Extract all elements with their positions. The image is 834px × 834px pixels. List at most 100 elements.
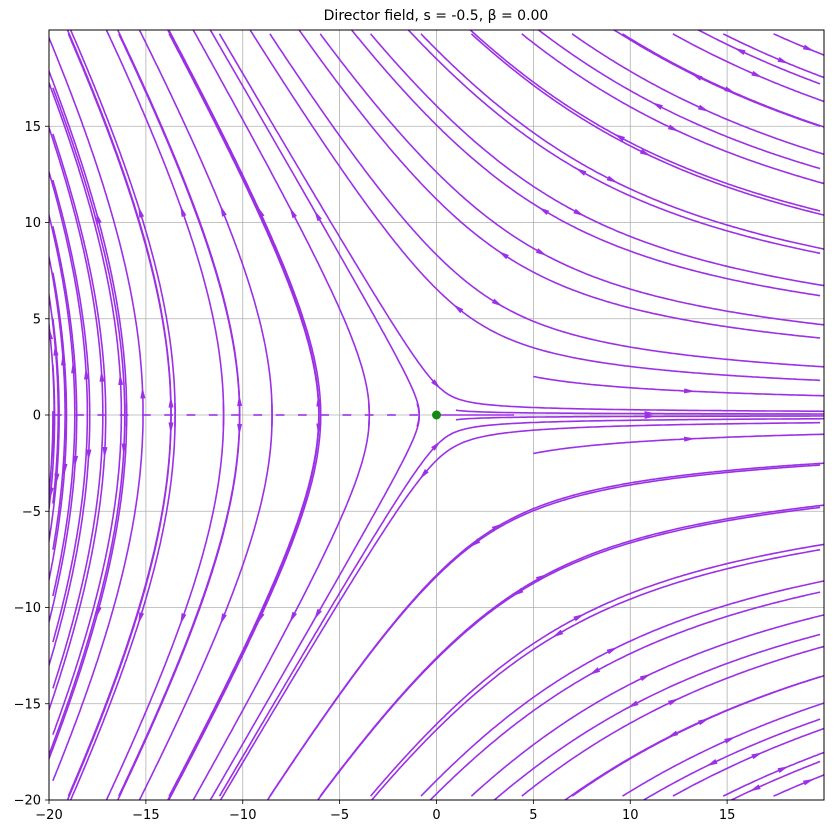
streamline-arrow: [257, 206, 265, 218]
y-tick-label: −15: [14, 697, 41, 712]
streamline-arrow: [512, 588, 524, 597]
streamline: [138, 403, 273, 800]
streamline-arrow: [606, 175, 618, 183]
streamline-arrow: [724, 736, 736, 744]
streamline: [192, 30, 371, 427]
streamline: [622, 33, 824, 128]
x-tick-label: 0: [432, 808, 440, 823]
y-tick-label: 5: [33, 312, 41, 327]
streamline-arrow: [535, 248, 547, 256]
streamline-arrow: [99, 370, 105, 382]
streamline: [533, 433, 824, 455]
streamline-arrow: [627, 700, 639, 708]
streamline-arrow: [431, 379, 441, 389]
x-tick-label: −5: [330, 808, 349, 823]
streamline-arrow: [575, 168, 587, 176]
streamline-arrow: [734, 48, 746, 55]
streamline-arrow: [180, 205, 187, 217]
streamline-arrow: [697, 718, 710, 726]
streamline-arrow: [749, 784, 761, 792]
streamline-arrow: [573, 208, 585, 217]
streamline-arrow: [802, 44, 815, 52]
streamline-arrow: [684, 388, 696, 394]
streamline-arrow: [84, 368, 89, 380]
streamline: [493, 633, 821, 800]
streamline-arrow: [639, 149, 651, 157]
y-tick-label: −20: [14, 794, 41, 809]
y-tick-label: 0: [33, 409, 41, 424]
streamline-arrow: [431, 441, 441, 451]
streamline-arrow: [289, 207, 297, 219]
streamline-arrow: [802, 778, 815, 786]
streamline-arrow: [419, 469, 429, 480]
streamline-arrow: [667, 698, 680, 706]
streamline-arrow: [469, 538, 481, 548]
streamline-arrow: [573, 613, 585, 622]
streamline-arrow: [86, 449, 92, 461]
streamline-arrow: [314, 210, 322, 222]
streamline-arrow: [491, 298, 503, 307]
streamline: [209, 403, 420, 800]
streamline-arrow: [140, 387, 146, 399]
streamline-arrow: [453, 304, 464, 314]
streamline-arrow: [777, 766, 789, 773]
y-tick-label: 15: [24, 120, 41, 135]
streamline: [696, 30, 821, 85]
streamline: [672, 33, 824, 103]
streamline: [369, 33, 824, 287]
streamline-arrow: [667, 124, 680, 132]
streamline-arrow: [498, 251, 509, 260]
streamline: [729, 760, 821, 800]
streamline-arrow: [777, 57, 789, 64]
streamline-arrow: [180, 613, 187, 625]
streamline-arrow: [724, 86, 736, 94]
streamline-arrow: [220, 613, 227, 625]
streamline: [319, 504, 824, 797]
streamline-arrow: [54, 473, 60, 485]
streamline-arrow: [96, 606, 102, 618]
streamline: [49, 87, 126, 757]
streamline: [370, 543, 824, 797]
streamline-arrow: [639, 673, 651, 681]
streamline-arrow: [667, 730, 679, 738]
y-tick-label: 10: [24, 216, 41, 231]
streamline: [49, 403, 128, 761]
streamline-arrow: [706, 759, 718, 767]
streamline-arrow: [314, 608, 322, 620]
streamline-arrow: [73, 455, 79, 467]
streamline: [209, 30, 420, 427]
streamline: [269, 33, 824, 368]
streamline-arrow: [644, 413, 656, 419]
streamline-arrow: [697, 104, 710, 112]
streamline: [49, 411, 54, 502]
streamline-arrow: [257, 612, 265, 624]
x-tick-label: −20: [35, 808, 62, 823]
streamline: [316, 506, 821, 800]
streamline-arrow: [651, 102, 663, 110]
x-tick-label: −15: [132, 808, 159, 823]
streamline-arrow: [691, 73, 703, 81]
streamline: [420, 33, 824, 250]
streamline-arrow: [96, 212, 102, 224]
streamline-arrow: [606, 647, 618, 655]
chart-title: Director field, s = -0.5, β = 0.00: [324, 8, 549, 24]
streamline-arrow: [118, 373, 124, 386]
x-tick-label: −10: [229, 808, 256, 823]
streamline-arrow: [751, 70, 763, 78]
streamline-arrow: [168, 396, 174, 408]
y-tick-label: −5: [22, 505, 41, 520]
streamline: [521, 645, 824, 797]
streamline-arrow: [49, 328, 53, 340]
x-tick-label: 5: [529, 808, 537, 823]
streamline-arrow: [589, 667, 601, 675]
streamline-arrow: [138, 612, 145, 624]
tick-layer: −20 −15 −10 −5 0 5 10 15 −20 −15 −10 −5 0 5 10 15: [14, 120, 736, 823]
streamline-arrow: [289, 611, 297, 623]
x-tick-label: 15: [719, 808, 736, 823]
streamline-arrow: [49, 487, 54, 499]
streamline: [49, 253, 66, 550]
streamline-arrow: [62, 463, 68, 475]
streamline-layer: [49, 30, 824, 800]
